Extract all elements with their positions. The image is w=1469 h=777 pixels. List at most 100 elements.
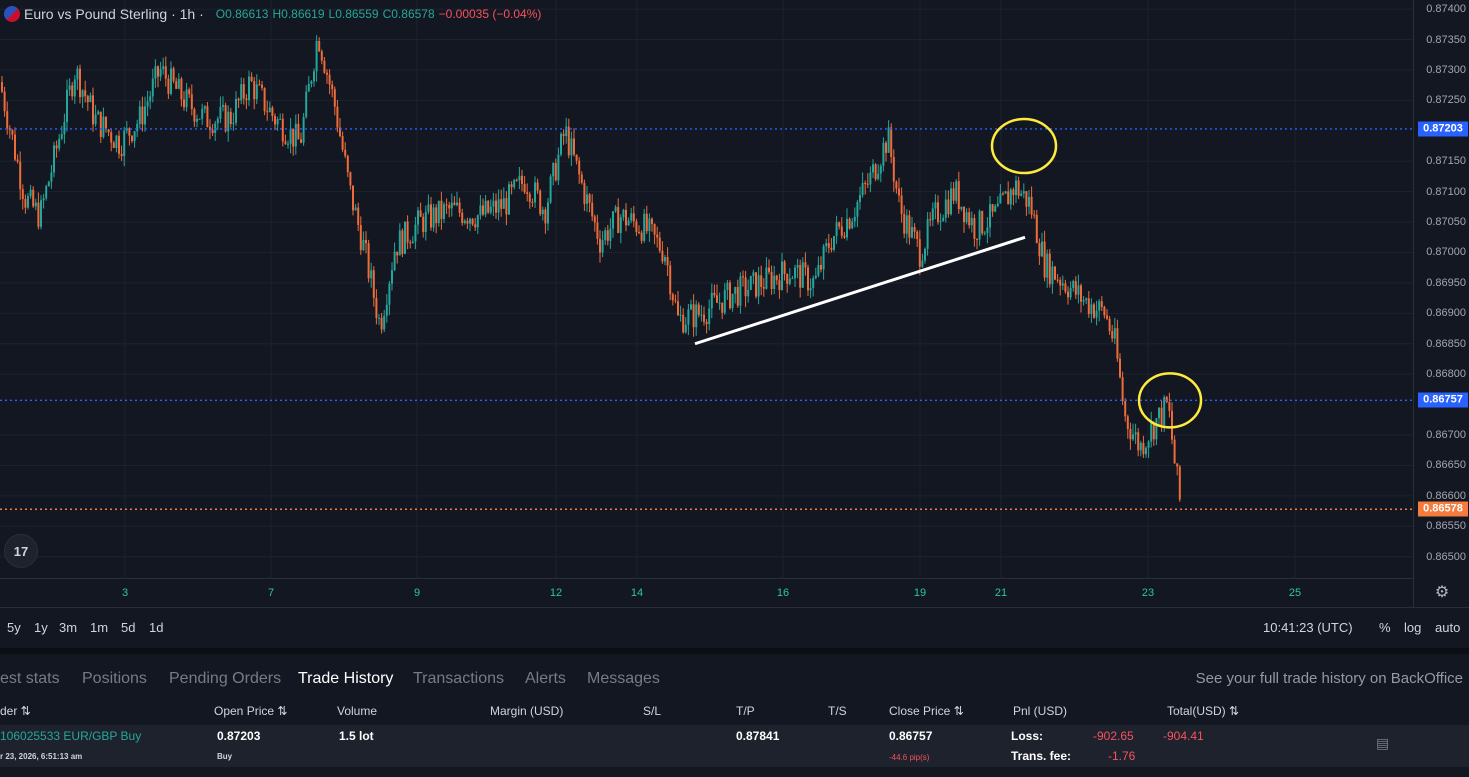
candle-body (63, 122, 66, 135)
range-1y-button[interactable]: 1y (34, 620, 48, 635)
candle-body (276, 119, 279, 125)
candle-body (443, 204, 445, 220)
range-1d-button[interactable]: 1d (149, 620, 164, 635)
candle-body (968, 212, 971, 226)
candle-body (994, 206, 997, 212)
price-axis[interactable]: 0.87400 0.87350 0.87300 0.87250 0.87150 0.871… (1413, 0, 1469, 607)
candle-body (861, 182, 864, 196)
col-close-price[interactable]: Close Price ⇅ (889, 704, 964, 718)
candle-body (232, 122, 235, 124)
utc-clock[interactable]: 10:41:23 (UTC) (1263, 620, 1353, 635)
tab-pending-orders[interactable]: Pending Orders (169, 670, 282, 687)
tradingview-logo[interactable]: 17 (4, 534, 38, 568)
candle-body (869, 172, 872, 185)
log-scale-toggle[interactable]: log (1404, 620, 1422, 635)
chart-area[interactable]: Euro vs Pound Sterling · 1h · O0.86613 H… (0, 0, 1413, 578)
candle-body (131, 135, 133, 142)
col-volume: Volume (337, 704, 378, 718)
eur-gbp-flag-icon (4, 6, 20, 22)
time-tick-label: 9 (413, 587, 421, 599)
candle-body (1015, 180, 1017, 196)
order-link[interactable]: 106025533 EUR/GBP Buy (0, 729, 142, 743)
candle-body (120, 153, 123, 156)
candle-body (3, 91, 6, 112)
percent-scale-toggle[interactable]: % (1379, 620, 1391, 635)
price-tick-label: 0.86950 (1426, 276, 1466, 289)
tab-trade-history[interactable]: Trade History (298, 670, 394, 687)
auto-scale-toggle[interactable]: auto (1435, 620, 1461, 635)
tab-messages[interactable]: Messages (587, 670, 660, 687)
candle-body (775, 275, 778, 281)
candle-body (248, 76, 250, 101)
candle-body (726, 282, 729, 291)
price-chart[interactable] (0, 0, 1413, 578)
candle-body (289, 128, 292, 144)
price-tag: 0.86757 (1418, 392, 1468, 408)
candle-body (664, 257, 666, 262)
tab-transactions[interactable]: Transactions (413, 670, 504, 687)
candle-body (84, 90, 87, 97)
time-axis[interactable]: 3 7 9 12 14 16 19 21 23 25 (0, 578, 1413, 608)
price-tick-label: 0.87000 (1426, 246, 1466, 259)
candle-body (149, 96, 152, 102)
candle-body (123, 130, 126, 156)
candle-body (1082, 300, 1085, 302)
candle-body (193, 109, 196, 122)
candle-body (536, 182, 539, 191)
range-1m-button[interactable]: 1m (90, 620, 109, 635)
candle-body (1119, 358, 1121, 378)
candle-body (185, 89, 188, 108)
candle-body (937, 202, 939, 222)
tab-positions[interactable]: Positions (82, 670, 147, 687)
candle-body (606, 230, 609, 241)
range-5y-button[interactable]: 5y (7, 620, 21, 635)
range-3m-button[interactable]: 3m (59, 620, 78, 635)
report-icon[interactable]: ▤ (1376, 735, 1390, 751)
candle-body (302, 117, 305, 143)
candle-body (583, 182, 586, 204)
candle-body (1077, 285, 1080, 295)
candle-body (305, 91, 308, 118)
candle-body (97, 111, 100, 115)
candle-body (1072, 281, 1075, 288)
candle-body (300, 139, 302, 143)
col-total[interactable]: Total(USD) ⇅ (1167, 704, 1240, 718)
symbol-title[interactable]: Euro vs Pound Sterling · 1h · (24, 6, 204, 22)
candle-body (575, 154, 578, 161)
candle-body (16, 159, 19, 162)
price-tick-label: 0.87150 (1426, 155, 1466, 168)
candle-body (934, 202, 937, 209)
col-order[interactable]: der ⇅ (0, 704, 31, 718)
candle-body (1020, 193, 1023, 196)
candle-body (721, 302, 724, 313)
candle-body (1064, 283, 1067, 292)
table-row[interactable]: 106025533 EUR/GBP Buy r 23, 2026, 6:51:1… (0, 725, 1469, 767)
candle-body (206, 106, 209, 128)
candle-body (916, 231, 919, 240)
candle-body (502, 198, 505, 209)
candle-body (1033, 214, 1036, 216)
candle-body (908, 215, 911, 238)
candle-body (1163, 397, 1166, 426)
gear-icon[interactable]: ⚙ (1434, 584, 1450, 601)
candle-body (326, 72, 328, 75)
candle-body (222, 105, 224, 107)
candle-body (986, 227, 989, 233)
backoffice-link[interactable]: See your full trade history on BackOffic… (1195, 670, 1463, 687)
candle-body (710, 292, 713, 309)
candle-body (989, 204, 991, 228)
candle-body (58, 138, 61, 149)
candle-body (281, 118, 284, 142)
col-open-price[interactable]: Open Price ⇅ (214, 704, 288, 718)
tab-test-stats[interactable]: est stats (0, 670, 60, 687)
tab-alerts[interactable]: Alerts (525, 670, 566, 687)
candle-body (180, 78, 183, 100)
candle-body (991, 204, 994, 212)
candle-body (760, 275, 763, 287)
time-tick-label: 16 (776, 587, 790, 599)
candle-body (71, 85, 74, 97)
candle-body (526, 192, 529, 194)
range-5d-button[interactable]: 5d (121, 620, 136, 635)
candle-body (643, 213, 646, 241)
candle-body (695, 304, 698, 328)
